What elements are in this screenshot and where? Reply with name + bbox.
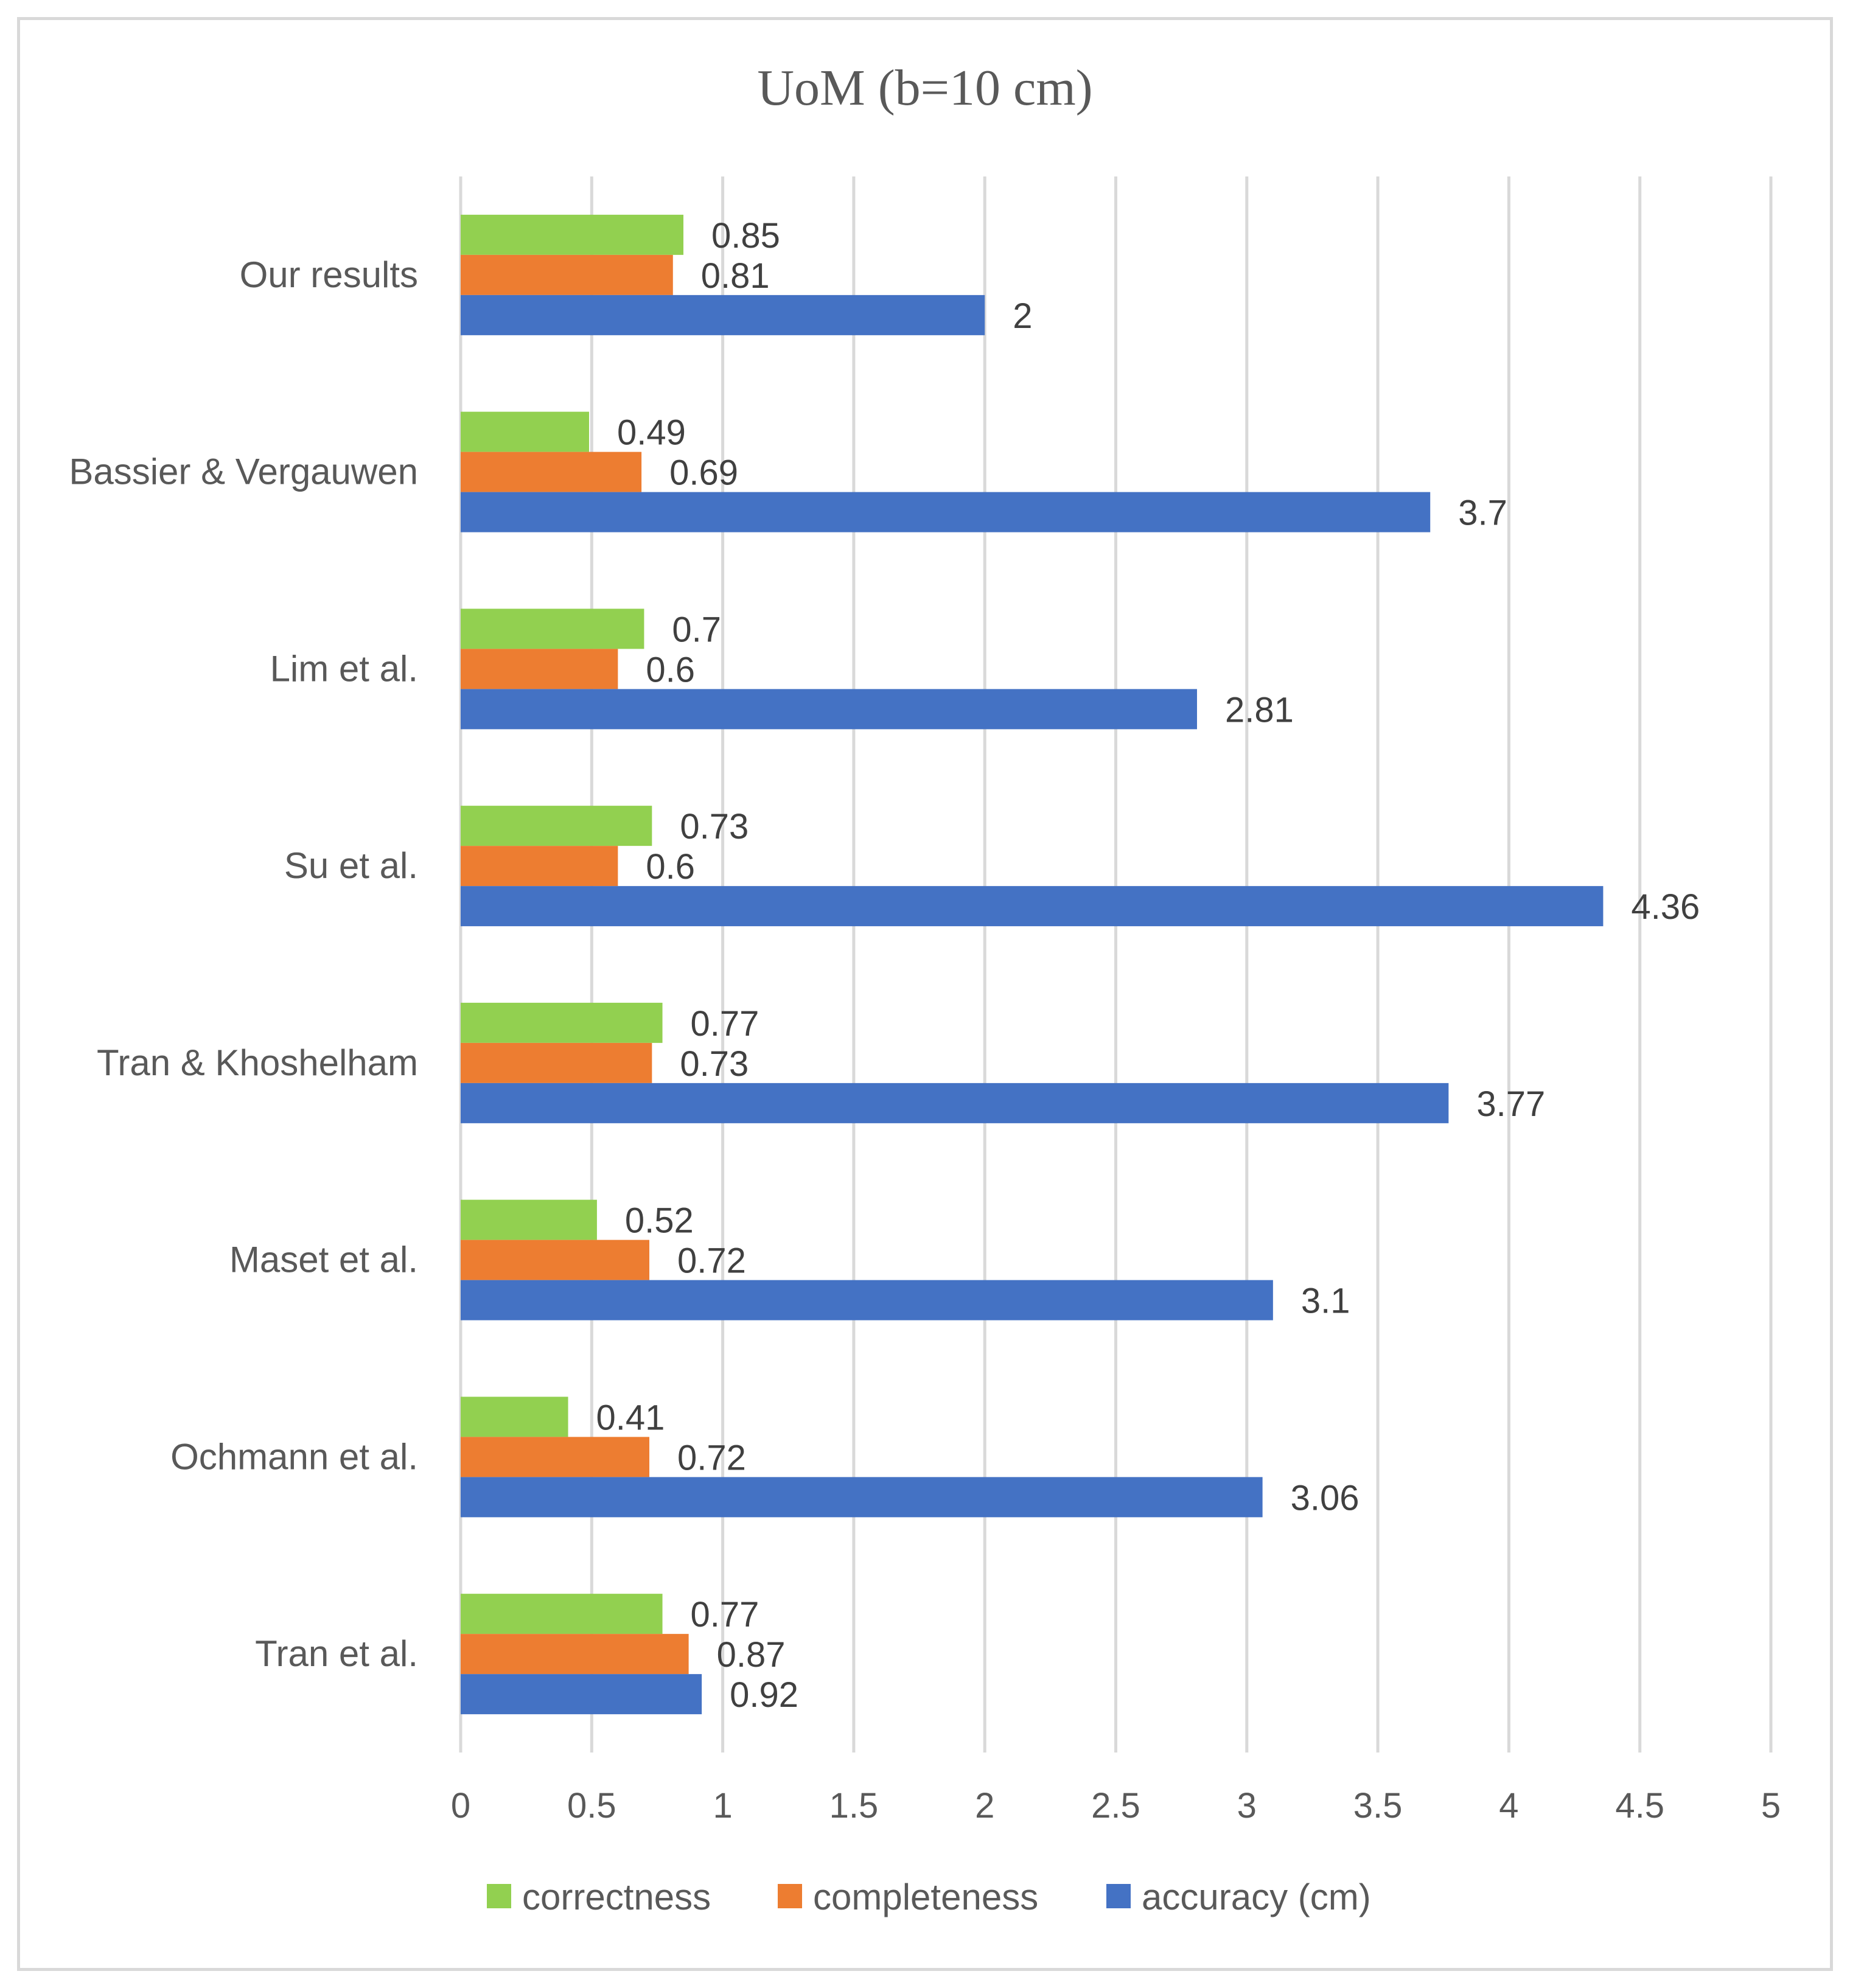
- legend-label: completeness: [813, 1877, 1038, 1917]
- legend-label: correctness: [522, 1877, 711, 1917]
- x-tick-label: 0.5: [567, 1786, 616, 1826]
- data-label: 0.81: [701, 256, 770, 296]
- bar-accuracy: [461, 1477, 1263, 1518]
- bar-accuracy: [461, 1674, 702, 1715]
- bar-correctness: [461, 1397, 568, 1437]
- data-label: 0.73: [680, 1044, 749, 1084]
- x-tick-label: 2.5: [1091, 1786, 1140, 1826]
- category-label: Bassier & Vergauwen: [69, 452, 418, 492]
- chart-frame: [17, 17, 1833, 1971]
- data-label: 0.6: [646, 847, 695, 887]
- bar-accuracy: [461, 689, 1197, 730]
- data-label: 0.73: [680, 807, 749, 846]
- legend-swatch: [1106, 1884, 1131, 1908]
- category-label: Maset et al.: [229, 1240, 418, 1280]
- data-label: 0.92: [730, 1675, 798, 1715]
- data-label: 0.77: [691, 1004, 759, 1044]
- bar-completeness: [461, 846, 618, 887]
- bar-accuracy: [461, 492, 1431, 532]
- data-label: 2.81: [1225, 690, 1294, 730]
- x-tick-label: 4: [1499, 1786, 1518, 1826]
- x-tick-label: 2: [975, 1786, 994, 1826]
- bars: [461, 214, 1604, 1715]
- data-label: 0.85: [711, 216, 780, 256]
- value-axis: 0 0.5 1 1.5 2 2.5 3 3.5 4 4.5 5: [451, 1786, 1781, 1826]
- x-tick-label: 1: [713, 1786, 732, 1826]
- chart-title: UoM (b=10 cm): [757, 60, 1092, 116]
- data-label: 3.77: [1476, 1084, 1545, 1124]
- legend-swatch: [778, 1884, 802, 1908]
- category-label: Su et al.: [284, 845, 418, 886]
- x-tick-label: 4.5: [1615, 1786, 1664, 1826]
- category-label: Tran et al.: [255, 1633, 418, 1674]
- data-label: 0.49: [617, 413, 686, 453]
- bar-correctness: [461, 1594, 663, 1634]
- data-label: 3.06: [1291, 1478, 1360, 1518]
- bar-accuracy: [461, 295, 985, 335]
- legend-label: accuracy (cm): [1142, 1877, 1371, 1917]
- data-labels: 0.850.8120.490.693.70.70.62.810.730.64.3…: [596, 216, 1700, 1715]
- data-label: 0.77: [691, 1595, 759, 1634]
- category-label: Lim et al.: [270, 648, 418, 689]
- data-label: 2: [1013, 296, 1032, 336]
- category-label: Ochmann et al.: [170, 1436, 418, 1477]
- category-axis: Our results Bassier & Vergauwen Lim et al.…: [69, 254, 418, 1674]
- bar-completeness: [461, 1042, 652, 1083]
- bar-correctness: [461, 609, 644, 649]
- data-label: 4.36: [1631, 887, 1700, 927]
- bar-completeness: [461, 1437, 650, 1477]
- data-label: 0.72: [677, 1241, 746, 1281]
- data-label: 0.69: [669, 453, 738, 493]
- data-label: 0.87: [717, 1635, 786, 1675]
- data-label: 0.72: [677, 1438, 746, 1477]
- category-label: Our results: [240, 254, 418, 295]
- x-tick-label: 5: [1761, 1786, 1781, 1826]
- bar-correctness: [461, 411, 589, 452]
- legend: correctness completeness accuracy (cm): [487, 1877, 1371, 1917]
- bar-completeness: [461, 649, 618, 689]
- data-label: 0.7: [672, 610, 721, 649]
- bar-correctness: [461, 1199, 597, 1240]
- bar-correctness: [461, 806, 652, 846]
- data-label: 0.41: [596, 1398, 665, 1437]
- category-label: Tran & Khoshelham: [97, 1042, 418, 1083]
- x-tick-label: 3.5: [1353, 1786, 1403, 1826]
- data-label: 0.52: [625, 1201, 694, 1241]
- bar-completeness: [461, 1240, 650, 1280]
- bar-correctness: [461, 1002, 663, 1043]
- data-label: 3.1: [1301, 1282, 1350, 1321]
- bar-completeness: [461, 254, 673, 295]
- x-tick-label: 1.5: [829, 1786, 879, 1826]
- bar-accuracy: [461, 1280, 1273, 1320]
- bar-accuracy: [461, 886, 1604, 927]
- bar-correctness: [461, 214, 684, 255]
- data-label: 0.6: [646, 650, 695, 689]
- bar-completeness: [461, 452, 642, 492]
- data-label: 3.7: [1458, 494, 1507, 533]
- legend-swatch: [487, 1884, 511, 1908]
- x-tick-label: 0: [451, 1786, 470, 1826]
- bar-accuracy: [461, 1083, 1449, 1123]
- x-tick-label: 3: [1237, 1786, 1257, 1826]
- bar-completeness: [461, 1634, 689, 1675]
